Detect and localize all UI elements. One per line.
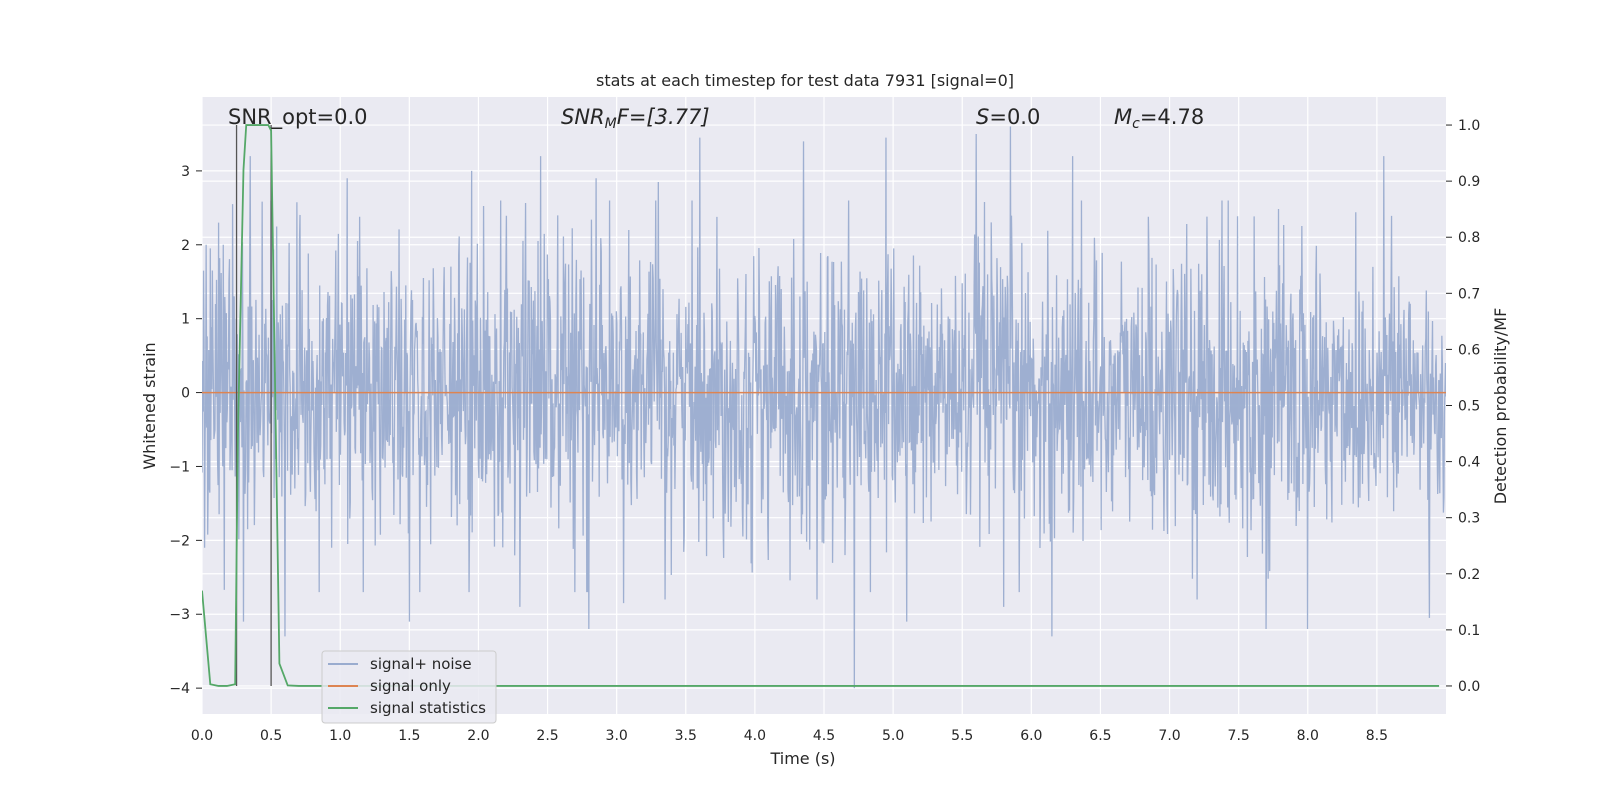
y-right-axis-ticks: 1.0 0.9 0.8 0.7 0.6 0.5 0.4 0.3 0.2 0.1 0.0 [1446, 118, 1480, 695]
annotation-mc-name: M [1114, 105, 1132, 129]
x-axis-label: Time (s) [769, 749, 835, 768]
x-tick-label: 1.0 [329, 728, 351, 744]
annotation-snr-opt: SNR_opt=0.0 [228, 105, 368, 130]
annotation-mc: Mc=4.78 [1114, 105, 1204, 132]
x-tick-label: 0.5 [260, 728, 282, 744]
y-tick-label: −1 [169, 459, 190, 475]
x-tick-label: 7.0 [1158, 728, 1180, 744]
annotation-snr-mf-sub: M [605, 116, 617, 132]
y-right-axis-label: Detection probability/MF [1491, 308, 1510, 505]
y-right-tick-label: 0.2 [1458, 567, 1480, 583]
x-tick-label: 0.0 [191, 728, 213, 744]
y-right-tick-label: 0.7 [1458, 286, 1480, 302]
x-tick-label: 3.0 [606, 728, 628, 744]
y-axis-ticks: 3 2 1 0 −1 −2 −3 −4 [169, 164, 202, 697]
y-right-tick-label: 0.1 [1458, 623, 1480, 639]
y-right-tick-label: 0.8 [1458, 230, 1480, 246]
annotation-s-name: S [976, 105, 989, 129]
annotation-mc-rest: =4.78 [1140, 105, 1204, 129]
y-tick-label: 1 [181, 312, 190, 328]
y-tick-label: −2 [169, 533, 190, 549]
x-tick-label: 8.0 [1297, 728, 1319, 744]
y-tick-label: 3 [181, 164, 190, 180]
signal-plus-noise-line [202, 126, 1446, 689]
y-tick-label: 2 [181, 238, 190, 254]
annotation-s: S=0.0 [976, 105, 1040, 129]
annotation-snr-mf: SNRMF=[3.77] [561, 105, 710, 132]
x-axis-ticks: 0.0 0.5 1.0 1.5 2.0 2.5 3.0 3.5 4.0 4.5 5.0 5.5 6.0 6… [191, 728, 1388, 744]
x-tick-label: 6.0 [1020, 728, 1042, 744]
x-tick-label: 5.0 [882, 728, 904, 744]
y-axis-label: Whitened strain [140, 342, 159, 469]
x-tick-label: 1.5 [398, 728, 420, 744]
x-tick-label: 6.5 [1089, 728, 1111, 744]
x-tick-label: 2.5 [536, 728, 558, 744]
annotation-mc-sub: c [1132, 116, 1140, 132]
annotation-snr-mf-name: SNR [561, 105, 605, 129]
x-tick-label: 3.5 [675, 728, 697, 744]
annotation-snr-mf-rest: F=[3.77] [617, 105, 710, 129]
legend-label-signal-statistics: signal statistics [370, 699, 486, 717]
y-right-tick-label: 1.0 [1458, 118, 1480, 134]
y-right-tick-label: 0.6 [1458, 342, 1480, 358]
x-tick-label: 2.0 [467, 728, 489, 744]
y-right-tick-label: 0.0 [1458, 679, 1480, 695]
legend-label-signal-only: signal only [370, 677, 451, 695]
y-right-tick-label: 0.3 [1458, 511, 1480, 527]
y-right-tick-label: 0.4 [1458, 455, 1480, 471]
x-tick-label: 4.5 [813, 728, 835, 744]
y-right-tick-label: 0.5 [1458, 399, 1480, 415]
y-tick-label: 0 [181, 386, 190, 402]
x-tick-label: 7.5 [1228, 728, 1250, 744]
y-tick-label: −4 [169, 681, 190, 697]
series-signal-statistics [202, 124, 1440, 687]
series-signal-plus-noise [202, 126, 1446, 689]
legend-label-signal-plus-noise: signal+ noise [370, 655, 472, 673]
x-tick-label: 5.5 [951, 728, 973, 744]
x-tick-label: 4.0 [744, 728, 766, 744]
y-tick-label: −3 [169, 607, 190, 623]
signal-statistics-line [202, 124, 1440, 687]
chart-title: stats at each timestep for test data 793… [596, 71, 1014, 90]
y-right-tick-label: 0.9 [1458, 174, 1480, 190]
legend-box [321, 650, 497, 724]
x-tick-label: 8.5 [1366, 728, 1388, 744]
legend: signal+ noise signal only signal statist… [321, 650, 497, 724]
annotation-s-rest: =0.0 [989, 105, 1040, 129]
